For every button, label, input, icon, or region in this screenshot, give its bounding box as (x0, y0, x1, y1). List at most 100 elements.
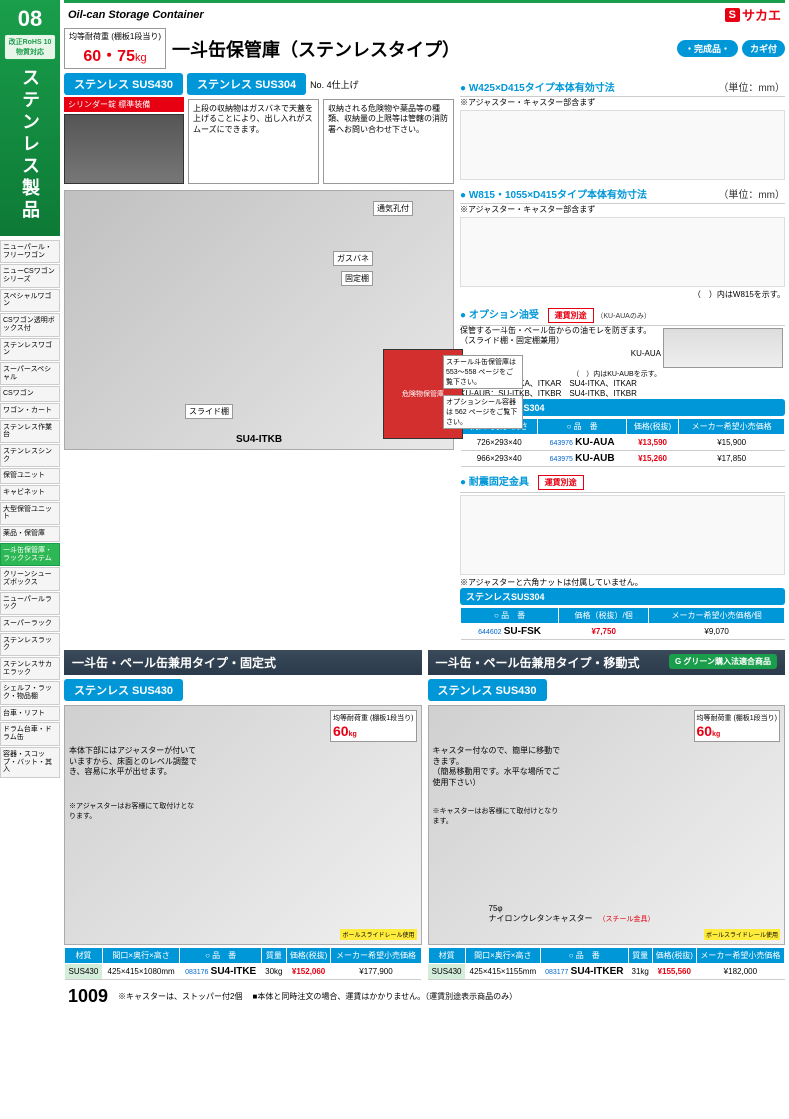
footer: 1009 ※キャスターは、ストッパー付2個 ■本体と同時注文の場合、運賃はかかり… (64, 982, 785, 1011)
main-content: Oil-can Storage Container S サカエ 均等耐荷重 (棚… (60, 0, 789, 1011)
mobile-material: ステンレス SUS430 (428, 679, 547, 701)
sidebar-item[interactable]: スーパースペシャル (0, 362, 60, 385)
sidebar: 08 改正RoHS 10物質対応 ステンレス製品 ニューパール・フリーワゴンニュ… (0, 0, 60, 1011)
desc-warning: 収納される危険物や薬品等の種類、収納量の上限等は管轄の消防署へお問い合わせ下さい… (323, 99, 454, 184)
load-rating-box: 均等耐荷重 (棚板1段当り) 60・75kg (64, 28, 166, 69)
fixed-load: 均等耐荷重 (棚板1段当り) 60kg (330, 710, 417, 742)
sidebar-item[interactable]: ステンレスラック (0, 633, 60, 656)
rohs-badge: 改正RoHS 10物質対応 (4, 34, 56, 60)
lock-feature: シリンダー錠 標準装備 上段の収納物はガスバネで天蓋を上げることにより、出し入れ… (64, 99, 454, 184)
description-boxes: 上段の収納物はガスバネで天蓋を上げることにより、出し入れがスムーズにできます。 … (188, 99, 454, 184)
fixed-desc: 本体下部にはアジャスターが付いていますから、床面とのレベル調整でき、容易に水平が… (69, 746, 199, 777)
mobile-rail: ボールスライドレール使用 (704, 929, 780, 940)
sidebar-item[interactable]: スーパーラック (0, 616, 60, 632)
bottom-products: 一斗缶・ペール缶兼用タイプ・固定式 ステンレス SUS430 均等耐荷重 (棚板… (64, 650, 785, 982)
dim2-diagram (460, 217, 785, 287)
material-sus304: ステンレス SUS304 (187, 73, 306, 95)
mobile-desc: キャスター付なので、簡単に移動できます。 （簡易移動用です。水平な場所でご使用下… (433, 746, 563, 788)
load-label: 均等耐荷重 (棚板1段当り) (69, 31, 161, 42)
page-ref-1: スチール斗缶保管庫は 553〜558 ページをご覧下さい。 (443, 355, 523, 389)
fixed-rail: ボールスライドレール使用 (340, 929, 416, 940)
sidebar-item[interactable]: 一斗缶保管庫・ラックシステム (0, 543, 60, 566)
brand: S サカエ (725, 5, 781, 24)
sidebar-item[interactable]: ワゴン・カート (0, 403, 60, 419)
load-value: 60・75 (83, 48, 135, 65)
sidebar-item[interactable]: クリーンシューズボックス (0, 567, 60, 590)
fixed-material: ステンレス SUS430 (64, 679, 183, 701)
sidebar-item[interactable]: ニューCSワゴンシリーズ (0, 264, 60, 287)
catalog-page: 08 改正RoHS 10物質対応 ステンレス製品 ニューパール・フリーワゴンニュ… (0, 0, 789, 1011)
sidebar-item[interactable]: ニューパールラック (0, 592, 60, 615)
caster-note: （スチール金具） (599, 914, 655, 924)
label-fixed-shelf: 固定棚 (341, 271, 373, 286)
dim1-note: ※アジャスター・キャスター部含まず (460, 97, 785, 108)
sidebar-item[interactable]: ステンレスワゴン (0, 338, 60, 361)
sidebar-item[interactable]: CSワゴン (0, 386, 60, 402)
desc-gas-spring: 上段の収納物はガスバネで天蓋を上げることにより、出し入れがスムーズにできます。 (188, 99, 319, 184)
badge-complete: ・完成品・ (677, 40, 738, 57)
footnote-1: ※キャスターは、ストッパー付2個 (118, 991, 242, 1002)
sidebar-item[interactable]: 保管ユニット (0, 468, 60, 484)
dim1-diagram (460, 110, 785, 180)
dim1-heading: W425×D415タイプ本体有効寸法 （単位：mm） (460, 77, 785, 97)
page-number: 1009 (68, 986, 108, 1007)
sidebar-item[interactable]: ニューパール・フリーワゴン (0, 240, 60, 263)
sidebar-item[interactable]: ステンレスサカエラック (0, 657, 60, 680)
bracket-table: ○ 品 番価格（税抜）/個メーカー希望小売価格/個 644602 SU-FSK … (460, 607, 785, 640)
label-vent: 通気孔付 (373, 201, 413, 216)
upper-content: ステンレス SUS430 ステンレス SUS304 No. 4仕上げ シリンダー… (64, 73, 785, 642)
ship-tag-2: 運賃別途 (538, 475, 584, 490)
fixed-image: 均等耐荷重 (棚板1段当り) 60kg 本体下部にはアジャスターが付いていますか… (64, 705, 422, 945)
sidebar-item[interactable]: キャビネット (0, 485, 60, 501)
oil-tray-heading: オプション油受 運賃別途 （KU-AUAのみ） (460, 304, 785, 326)
mobile-load: 均等耐荷重 (棚板1段当り) 60kg (694, 710, 781, 742)
sidebar-item[interactable]: ドラム台車・ドラム缶 (0, 722, 60, 745)
bracket-diagram (460, 495, 785, 575)
mobile-table: 材質間口×奥行×高さ○ 品 番質量価格(税抜)メーカー希望小売価格 SUS430… (428, 947, 786, 980)
finish-note: No. 4仕上げ (310, 78, 359, 91)
left-column: ステンレス SUS430 ステンレス SUS304 No. 4仕上げ シリンダー… (64, 73, 454, 642)
load-unit: kg (135, 52, 147, 64)
lock-image (64, 114, 184, 184)
product-fixed: 一斗缶・ペール缶兼用タイプ・固定式 ステンレス SUS430 均等耐荷重 (棚板… (64, 650, 422, 982)
sidebar-item[interactable]: 大型保管ユニット (0, 502, 60, 525)
green-badge: G グリーン購入法適合商品 (669, 654, 777, 669)
section-title: ステンレス製品 (17, 68, 43, 222)
title-row: 均等耐荷重 (棚板1段当り) 60・75kg 一斗缶保管庫（ステンレスタイプ） … (64, 28, 785, 69)
sidebar-item[interactable]: 容器・スコップ・バット・其入 (0, 747, 60, 778)
fixed-note: ※アジャスターはお客様にて取付けとなります。 (69, 801, 199, 821)
topbar: Oil-can Storage Container S サカエ (64, 0, 785, 26)
bracket-note: ※アジャスターと六角ナットは付属していません。 (460, 577, 785, 588)
sidebar-item[interactable]: ステンレス作業台 (0, 420, 60, 443)
dim2-paren: （ ）内はW815を示す。 (460, 289, 785, 300)
sidebar-item[interactable]: 台車・リフト (0, 706, 60, 722)
bracket-material: ステンレスSUS304 (460, 588, 785, 605)
brand-name: サカエ (742, 5, 781, 24)
product-mobile: 一斗缶・ペール缶兼用タイプ・移動式 G グリーン購入法適合商品 ステンレス SU… (428, 650, 786, 982)
material-sus430: ステンレス SUS430 (64, 73, 183, 95)
section-number: 08 (2, 6, 58, 32)
fixed-table: 材質間口×奥行×高さ○ 品 番質量価格(税抜)メーカー希望小売価格 SUS430… (64, 947, 422, 980)
material-tags: ステンレス SUS430 ステンレス SUS304 No. 4仕上げ (64, 73, 454, 95)
dim2-heading: W815・1055×D415タイプ本体有効寸法 （単位：mm） (460, 184, 785, 204)
mobile-image: 均等耐荷重 (棚板1段当り) 60kg キャスター付なので、簡単に移動できます。… (428, 705, 786, 945)
lock-label: シリンダー錠 標準装備 (64, 97, 184, 112)
sidebar-item[interactable]: ステンレスシンク (0, 444, 60, 467)
main-product-image: 通気孔付 ガスバネ 固定棚 スライド棚 SU4-ITKB 危険物保管庫 スチール… (64, 190, 454, 450)
caster-label: 75φ ナイロンウレタンキャスター (489, 904, 593, 924)
sidebar-item[interactable]: シェルフ・ラック・物品棚 (0, 681, 60, 704)
brand-icon: S (725, 8, 740, 22)
page-ref-2: オプションシール容器は 562 ページをご覧下さい。 (443, 395, 523, 429)
sidebar-item[interactable]: スペシャルワゴン (0, 289, 60, 312)
sidebar-item[interactable]: CSワゴン透明ボックス付 (0, 313, 60, 336)
red-cabinet-label: 危険物保管庫 (402, 389, 444, 399)
label-gas: ガスバネ (333, 251, 373, 266)
sidebar-nav: ニューパール・フリーワゴンニューCSワゴンシリーズスペシャルワゴンCSワゴン透明… (0, 240, 60, 778)
mobile-title: 一斗缶・ペール缶兼用タイプ・移動式 G グリーン購入法適合商品 (428, 650, 786, 675)
model-code: SU4-ITKB (236, 434, 282, 445)
ship-tag: 運賃別途 (548, 308, 594, 323)
category-label: Oil-can Storage Container (68, 9, 204, 21)
badges: ・完成品・ カギ付 (677, 40, 785, 57)
label-slide-shelf: スライド棚 (185, 404, 233, 419)
sidebar-item[interactable]: 薬品・保管庫 (0, 526, 60, 542)
